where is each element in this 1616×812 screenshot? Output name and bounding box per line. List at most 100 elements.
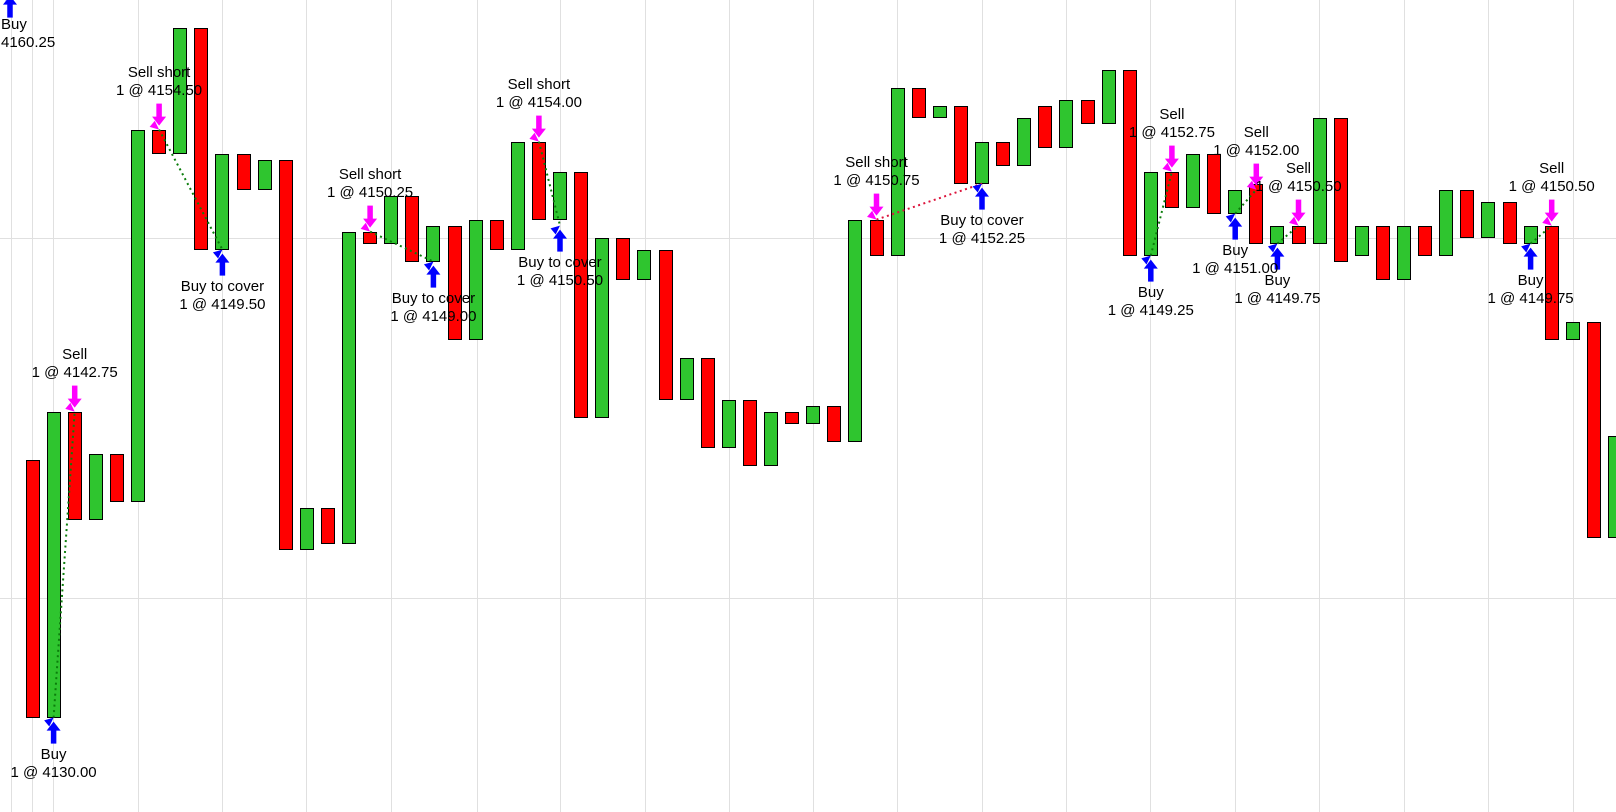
trade-label: Buy to cover 1 @ 4152.25 xyxy=(939,212,1025,248)
price-bar-up xyxy=(468,219,483,340)
price-bar-down xyxy=(1502,201,1517,244)
trade-label: Sell 1 @ 4152.75 xyxy=(1129,106,1215,142)
price-bar-down xyxy=(1418,225,1433,256)
trade-label-action: Buy to cover xyxy=(940,211,1024,229)
trade-label: Buy to cover 1 @ 4150.50 xyxy=(517,254,603,290)
vertical-gridline xyxy=(1319,0,1320,812)
sell-arrow-icon xyxy=(869,206,884,216)
horizontal-gridline xyxy=(0,597,1616,599)
trade-label: Sell short 1 @ 4150.25 xyxy=(327,166,413,202)
trade-label-action: Sell xyxy=(1159,105,1185,123)
trade-label: Sell 1 @ 4150.50 xyxy=(1255,160,1341,196)
trade-label-price: 1 @ 4150.75 xyxy=(833,171,920,189)
price-bar-down xyxy=(405,195,420,262)
price-bar-down xyxy=(1291,225,1306,244)
sell-arrow-icon xyxy=(363,218,378,228)
price-bar-up xyxy=(1101,69,1116,124)
price-bar-up xyxy=(1439,189,1454,256)
trade-label: Buy to cover 1 @ 4149.50 xyxy=(179,278,265,314)
trade-label-price: 1 @ 4151.00 xyxy=(1192,259,1279,277)
trade-label: Buy 1 @ 4151.00 xyxy=(1192,242,1278,278)
trade-label-price: 1 @ 4150.25 xyxy=(327,183,414,201)
buy-arrow-icon xyxy=(430,274,437,288)
trade-label-price: 1 @ 4150.50 xyxy=(1508,177,1595,195)
vertical-gridline xyxy=(560,0,561,812)
price-bar-up xyxy=(1017,117,1032,166)
trade-label-action: Sell xyxy=(62,345,88,363)
price-bar-up xyxy=(806,405,821,424)
sell-arrow-icon xyxy=(156,103,162,118)
trade-label-action: Sell short xyxy=(845,153,908,171)
trade-label: Buy 4160.25 xyxy=(1,16,55,52)
price-bar-up xyxy=(1059,99,1074,148)
vertical-gridline xyxy=(306,0,307,812)
price-bar-down xyxy=(1038,105,1053,148)
price-bar-down xyxy=(996,141,1011,166)
vertical-gridline xyxy=(477,0,478,812)
buy-arrow-icon xyxy=(1527,256,1534,270)
price-bar-down xyxy=(489,219,504,250)
trade-label-action: Buy xyxy=(1517,271,1544,289)
price-bar-down xyxy=(827,405,842,442)
price-bar-up xyxy=(215,153,230,250)
price-bar-down xyxy=(447,225,462,340)
trade-connector-line-win xyxy=(369,230,434,263)
price-bar-up xyxy=(257,159,272,190)
trade-label-action: Buy xyxy=(1137,283,1164,301)
price-bar-down xyxy=(363,231,378,244)
trade-label-action: Buy to cover xyxy=(180,277,265,295)
trade-label: Buy to cover 1 @ 4149.00 xyxy=(390,290,476,326)
price-bar-down xyxy=(1333,117,1348,262)
price-bar-up xyxy=(1608,435,1616,538)
trade-label: Buy 1 @ 4130.00 xyxy=(11,746,97,782)
price-bar-down xyxy=(25,459,40,718)
price-bar-down xyxy=(700,357,715,448)
price-bar-up xyxy=(46,411,61,718)
trade-label: Buy 1 @ 4149.75 xyxy=(1234,272,1320,308)
price-bar-up xyxy=(679,357,694,400)
trade-label-price: 4160.25 xyxy=(1,33,56,51)
trade-label: Buy 1 @ 4149.75 xyxy=(1488,272,1574,308)
vertical-gridline xyxy=(897,0,898,812)
price-bar-up xyxy=(721,399,736,448)
vertical-gridline xyxy=(53,0,54,812)
vertical-gridline xyxy=(645,0,646,812)
trade-label-action: Sell xyxy=(1285,159,1312,177)
buy-arrow-icon xyxy=(3,0,17,5)
price-bar-up xyxy=(848,219,863,442)
trade-label-price: 1 @ 4149.00 xyxy=(390,307,477,325)
price-bar-down xyxy=(1207,153,1222,214)
price-bar-up xyxy=(1143,171,1158,256)
vertical-gridline xyxy=(32,0,33,812)
trade-label-price: 1 @ 4149.75 xyxy=(1487,289,1574,307)
price-bar-up xyxy=(131,129,145,502)
price-bar-down xyxy=(1586,321,1601,538)
price-bar-down xyxy=(152,129,167,154)
price-bar-up xyxy=(1186,153,1200,208)
price-bar-up xyxy=(595,237,610,418)
price-bar-down xyxy=(1460,189,1475,238)
price-bar-down xyxy=(869,219,884,256)
trade-label-price: 1 @ 4142.75 xyxy=(31,363,118,381)
vertical-gridline xyxy=(222,0,223,812)
trade-label-action: Buy to cover xyxy=(518,253,602,271)
sell-arrow-icon xyxy=(531,128,546,138)
sell-arrow-icon xyxy=(1291,212,1306,222)
vertical-gridline xyxy=(982,0,983,812)
vertical-gridline xyxy=(1573,0,1574,812)
price-bar-down xyxy=(109,453,124,502)
trade-label-price: 1 @ 4130.00 xyxy=(10,763,97,781)
price-bar-up xyxy=(764,411,778,466)
price-bar-up xyxy=(1523,225,1538,244)
price-bar-up xyxy=(384,195,399,244)
sell-arrow-icon xyxy=(1295,199,1302,214)
price-bar-up xyxy=(1481,201,1496,238)
sell-arrow-icon xyxy=(367,205,373,220)
trade-label-action: Buy xyxy=(1,15,27,33)
trade-label: Sell 1 @ 4152.00 xyxy=(1213,124,1299,160)
price-bar-up xyxy=(932,105,947,118)
trade-label-price: 1 @ 4149.25 xyxy=(1107,301,1194,319)
price-bar-up xyxy=(553,171,567,220)
buy-arrow-icon xyxy=(1523,247,1538,257)
